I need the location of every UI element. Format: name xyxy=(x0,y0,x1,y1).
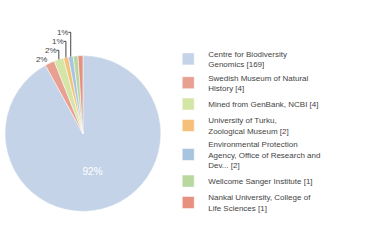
svg-text:Wellcome Sanger Institute [1]: Wellcome Sanger Institute [1] xyxy=(208,177,312,186)
svg-text:1%: 1% xyxy=(52,37,64,46)
svg-text:University of Turku,Zoological: University of Turku,Zoological Museum [2… xyxy=(208,116,288,135)
svg-text:Centre for BiodiversityGenomic: Centre for BiodiversityGenomics [169] xyxy=(208,50,287,69)
svg-text:Nankai University, College ofL: Nankai University, College ofLife Scienc… xyxy=(208,193,311,212)
svg-text:92%: 92% xyxy=(83,166,103,177)
svg-text:2%: 2% xyxy=(36,55,48,64)
svg-text:1%: 1% xyxy=(57,28,69,37)
svg-text:2%: 2% xyxy=(45,46,57,55)
svg-text:Environmental ProtectionAgency: Environmental ProtectionAgency, Office o… xyxy=(208,140,320,170)
svg-text:Mined from GenBank, NCBI [4]: Mined from GenBank, NCBI [4] xyxy=(208,100,318,109)
svg-text:Swedish Museum of NaturalHisto: Swedish Museum of NaturalHistory [4] xyxy=(208,74,308,93)
